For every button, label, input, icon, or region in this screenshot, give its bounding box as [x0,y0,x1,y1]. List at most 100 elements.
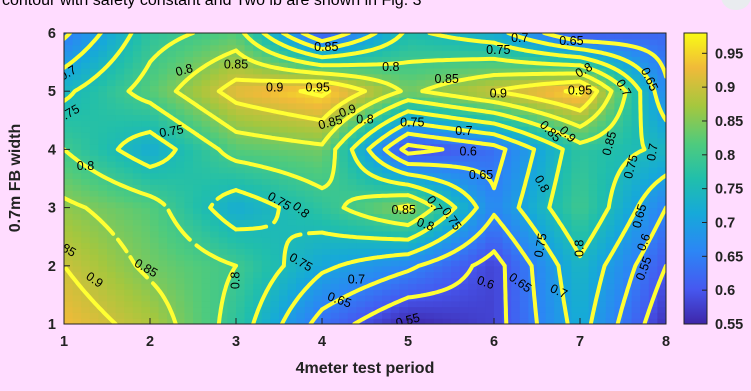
heatmap-cell [193,126,203,133]
heatmap-cell [416,236,426,244]
heatmap-cell [519,44,529,52]
heatmap-cell [623,230,633,238]
heatmap-cell [89,283,99,290]
heatmap-cell [614,85,624,92]
heatmap-cell [365,271,375,279]
heatmap-cell [562,143,572,150]
heatmap-cell [476,62,486,69]
heatmap-cell [115,230,125,238]
heatmap-cell [468,91,478,98]
heatmap-cell [631,67,641,75]
heatmap-cell [287,62,297,69]
heatmap-cell [356,44,366,52]
heatmap-cell [571,73,581,81]
heatmap-cell [425,120,435,127]
heatmap-cell [98,207,108,215]
heatmap-cell [416,85,426,92]
heatmap-cell [631,219,641,226]
heatmap-cell [648,306,658,313]
heatmap-cell [588,120,598,127]
heatmap-cell [339,306,349,313]
heatmap-cell [279,85,289,92]
heatmap-cell [261,91,271,98]
heatmap-cell [167,318,177,324]
heatmap-cell [115,271,125,279]
heatmap-cell [519,300,529,308]
heatmap-cell [158,38,168,46]
heatmap-cell [382,195,392,203]
heatmap-cell [322,172,332,180]
heatmap-cell [554,184,564,191]
heatmap-cell [382,108,392,116]
heatmap-cell [528,248,538,255]
heatmap-cell [451,259,461,267]
heatmap-cell [442,67,452,75]
heatmap-cell [193,219,203,226]
heatmap-cell [588,178,598,185]
heatmap-cell [459,277,469,284]
heatmap-cell [382,126,392,133]
heatmap-cell [623,213,633,220]
heatmap-cell [562,155,572,162]
heatmap-cell [356,33,366,40]
heatmap-cell [571,108,581,116]
heatmap-cell [459,131,469,139]
heatmap-cell [356,271,366,279]
heatmap-cell [313,137,323,145]
heatmap-cell [657,300,666,308]
heatmap-cell [623,207,633,215]
heatmap-cell [657,50,666,57]
heatmap-cell [648,33,658,40]
heatmap-cell [537,56,547,63]
heatmap-cell [631,79,641,86]
heatmap-cell [528,254,538,261]
heatmap-cell [296,271,306,279]
heatmap-cell [98,50,108,57]
heatmap-cell [158,184,168,191]
heatmap-cell [476,161,486,168]
heatmap-cell [468,67,478,75]
heatmap-cell [597,166,607,174]
heatmap-cell [158,254,168,261]
heatmap-cell [494,306,504,313]
heatmap-cell [365,248,375,255]
heatmap-cell [605,114,615,121]
heatmap-cell [261,201,271,209]
heatmap-cell [347,166,357,174]
heatmap-cell [416,79,426,86]
heatmap-cell [193,236,203,244]
heatmap-cell [296,300,306,308]
heatmap-cell [141,38,151,46]
heatmap-cell [201,155,211,162]
heatmap-cell [244,172,254,180]
heatmap-cell [218,225,228,232]
heatmap-cell [597,114,607,121]
heatmap-cell [623,178,633,185]
heatmap-cell [72,50,82,57]
heatmap-cell [588,137,598,145]
heatmap-cell [64,294,74,302]
heatmap-cell [64,102,74,110]
heatmap-cell [605,271,615,279]
heatmap-cell [442,294,452,302]
heatmap-cell [236,184,246,191]
heatmap-cell [468,126,478,133]
heatmap-cell [201,195,211,203]
heatmap-cell [193,265,203,273]
contour-label: 0.75 [486,43,510,57]
heatmap-cell [64,38,74,46]
heatmap-cell [623,201,633,209]
heatmap-cell [433,166,443,174]
heatmap-cell [494,102,504,110]
heatmap-cell [605,79,615,86]
heatmap-cell [236,126,246,133]
heatmap-cell [64,131,74,139]
heatmap-cell [236,161,246,168]
heatmap-cell [382,184,392,191]
heatmap-cell [562,271,572,279]
heatmap-cell [451,207,461,215]
heatmap-cell [81,38,91,46]
heatmap-cell [597,33,607,40]
heatmap-cell [494,114,504,121]
heatmap-cell [184,131,194,139]
